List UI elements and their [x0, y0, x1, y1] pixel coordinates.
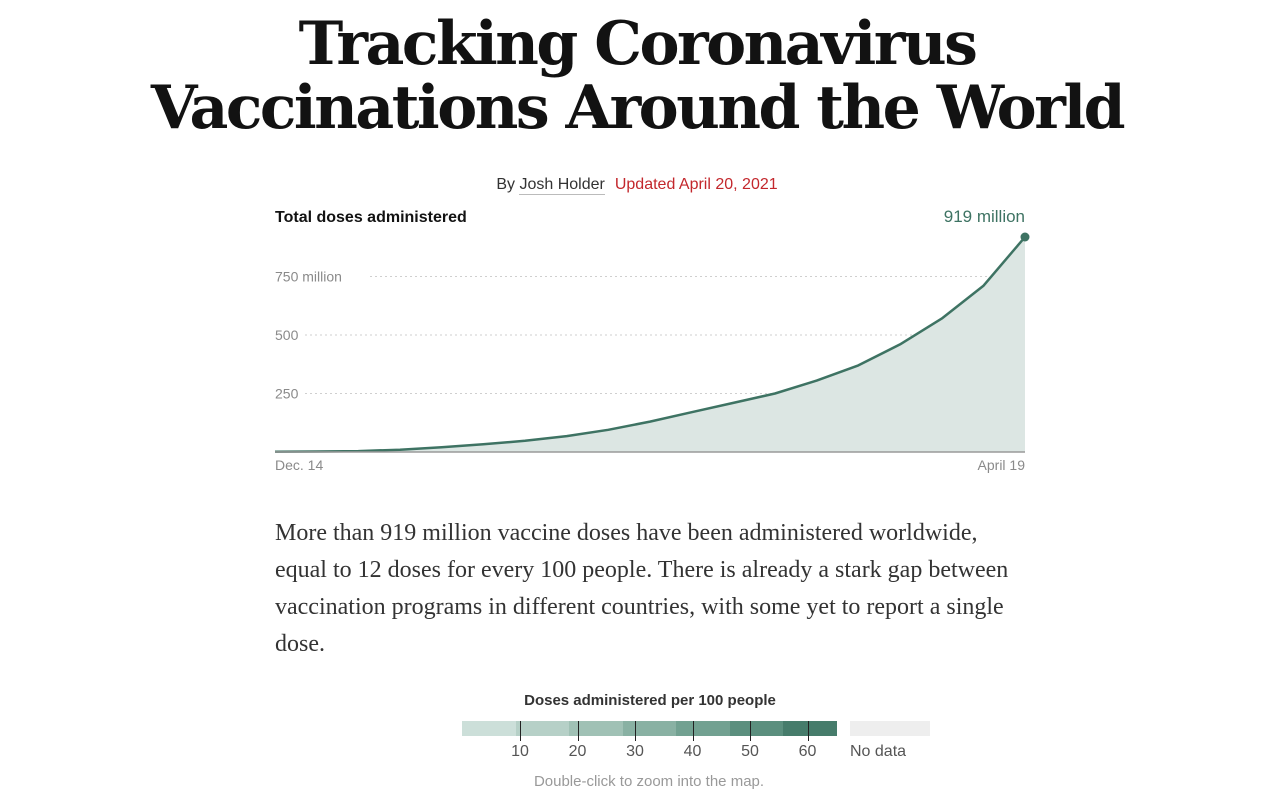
chart-line: [274, 236, 1026, 454]
legend-tick-label-2: 30: [626, 743, 644, 760]
byline: By Josh Holder Updated April 20, 2021: [0, 176, 1274, 195]
updated-timestamp: Updated April 20, 2021: [614, 176, 778, 193]
legend-tick-0: [520, 721, 521, 741]
chart-end-point: [1020, 232, 1030, 242]
legend-swatch-1: [515, 721, 570, 736]
y-tick-label-0: 250: [275, 386, 299, 402]
legend-swatch-6: [783, 721, 838, 736]
legend-tick-label-3: 40: [683, 743, 702, 760]
legend-swatch-4: [676, 721, 730, 736]
legend-swatch-2: [569, 721, 623, 736]
legend-color-scale: [462, 721, 838, 736]
legend-tick-label-5: 60: [798, 743, 817, 760]
y-tick-label-bg-1: [273, 326, 303, 345]
y-tick-label-1: 500: [275, 327, 299, 343]
no-data-label: No data: [850, 743, 907, 760]
legend-swatch-5: [729, 721, 784, 736]
y-tick-label-bg-0: [273, 384, 303, 403]
legend-tick-2: [635, 721, 636, 741]
map-zoom-hint: Double-click to zoom into the map.: [533, 773, 765, 790]
chart-title: Total doses administered: [275, 209, 467, 226]
author-link[interactable]: Josh Holder: [519, 176, 605, 195]
legend-tick-label-1: 20: [568, 743, 587, 760]
legend-swatch-3: [622, 721, 677, 736]
y-tick-label-2: 750 million: [275, 269, 342, 285]
summary-paragraph: More than 919 million vaccine doses have…: [275, 520, 1009, 657]
legend-tick-3: [692, 721, 694, 741]
legend-tick-1: [577, 721, 579, 741]
x-tick-start: Dec. 14: [275, 457, 323, 473]
chart-area: [275, 237, 1025, 452]
x-tick-end: April 19: [978, 457, 1026, 473]
legend-title: Doses administered per 100 people: [524, 692, 776, 709]
headline: Tracking Coronavirus Vaccinations Around…: [0, 12, 1274, 140]
legend-tick-label-4: 50: [741, 743, 759, 760]
byline-prefix: By: [496, 176, 520, 193]
no-data-swatch: [850, 721, 930, 736]
legend-tick-5: [807, 721, 809, 741]
y-tick-label-bg-2: [273, 267, 367, 286]
headline-line-1: Tracking Coronavirus: [298, 9, 978, 79]
legend-swatch-0: [462, 721, 516, 736]
headline-line-2: Vaccinations Around the World: [150, 73, 1126, 143]
legend-tick-label-0: 10: [511, 743, 529, 760]
chart-end-label: 919 million: [944, 207, 1025, 226]
legend-tick-4: [750, 721, 751, 741]
